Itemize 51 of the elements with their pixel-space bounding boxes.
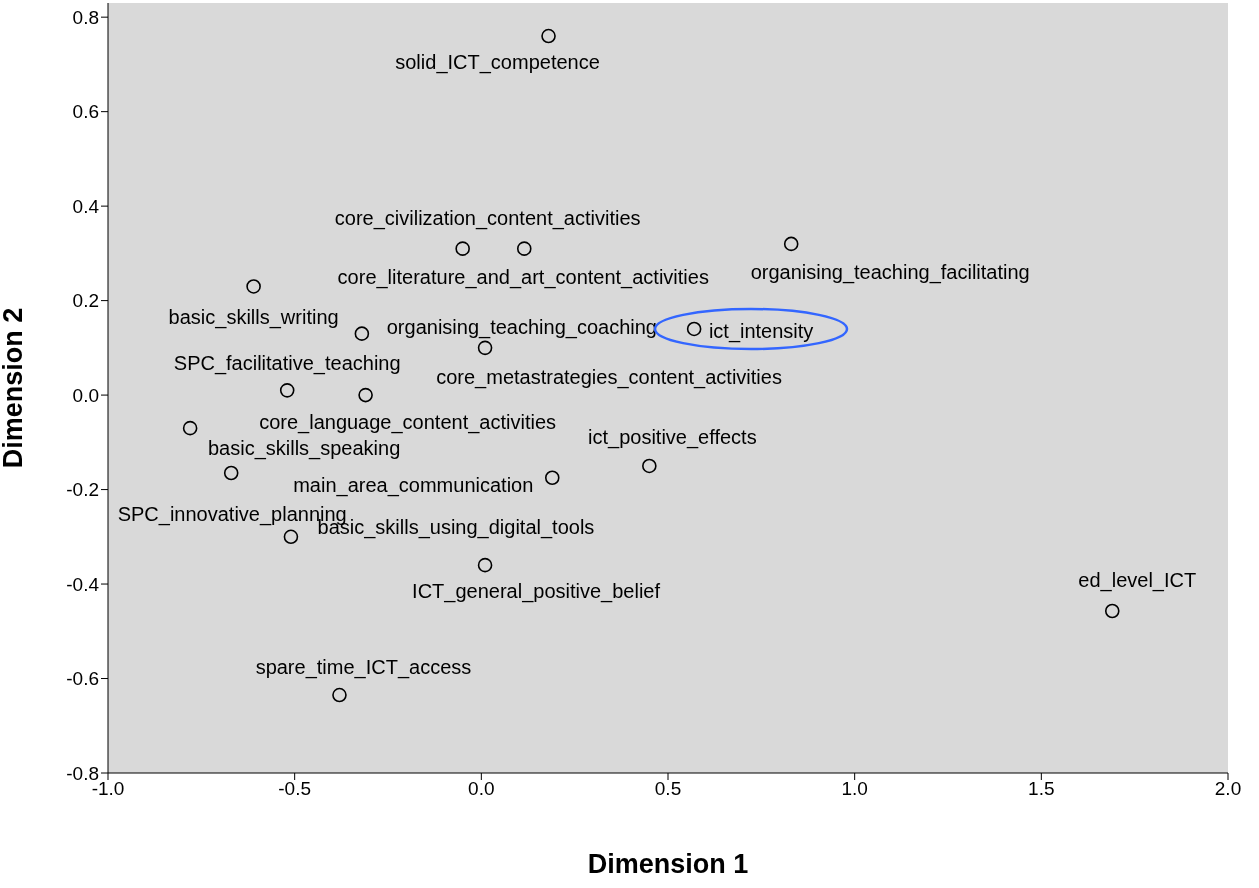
y-tick-label: 0.2 <box>72 290 99 312</box>
x-tick-label: -0.5 <box>278 778 312 800</box>
point <box>516 241 532 256</box>
data-label: ed_level_ICT <box>1078 568 1197 592</box>
data-label: organising_teaching_facilitating <box>750 260 1030 284</box>
data-label: SPC_facilitative_teaching <box>173 352 401 376</box>
data-label: main_area_communication <box>293 473 534 497</box>
point <box>1104 603 1120 619</box>
point <box>455 241 470 256</box>
point <box>541 28 556 44</box>
point <box>642 458 657 474</box>
y-tick-label: -0.2 <box>66 479 99 501</box>
x-tick-label: 0.0 <box>468 778 495 800</box>
point <box>354 326 370 341</box>
y-tick-label: -0.4 <box>66 573 100 595</box>
data-label: organising_teaching_coaching <box>386 315 657 339</box>
point <box>783 236 799 252</box>
x-axis-title: Dimension 1 <box>587 849 749 879</box>
point <box>223 465 239 481</box>
y-tick-label: -0.8 <box>66 762 99 784</box>
data-label: core_literature_and_art_content_activities <box>337 265 709 289</box>
point <box>246 279 261 294</box>
point <box>544 470 560 486</box>
x-tick-label: 1.5 <box>1028 778 1055 800</box>
x-tick-label: 0.5 <box>654 778 682 800</box>
data-label: ICT_general_positive_belief <box>412 580 661 604</box>
x-tick-label: 1.0 <box>841 778 868 800</box>
y-tick-label: 0.8 <box>72 6 99 28</box>
point <box>283 529 299 545</box>
data-label: core_language_content_activities <box>259 411 557 435</box>
point <box>686 321 702 337</box>
data-label: ict_positive_effects <box>588 425 757 449</box>
data-label: basic_skills_writing <box>168 306 339 330</box>
data-label: solid_ICT_competence <box>395 51 600 75</box>
data-label: spare_time_ICT_access <box>255 656 472 680</box>
data-label: ict_intensity <box>708 319 814 343</box>
y-tick-label: -0.6 <box>66 668 99 690</box>
point <box>477 340 493 356</box>
point <box>332 687 347 703</box>
y-tick-label: 0.4 <box>72 195 100 217</box>
x-tick-label: 2.0 <box>1214 778 1242 800</box>
data-label: core_civilization_content_activities <box>334 206 641 230</box>
point <box>182 420 198 436</box>
y-axis-title: Dimension 2 <box>0 307 28 469</box>
point <box>477 557 493 573</box>
data-label: basic_skills_speaking <box>207 437 401 461</box>
y-tick-label: 0.0 <box>72 384 99 406</box>
point <box>279 383 295 398</box>
point <box>358 387 373 403</box>
data-label: core_metastrategies_content_activities <box>436 365 782 389</box>
y-tick-label: 0.6 <box>72 101 99 123</box>
